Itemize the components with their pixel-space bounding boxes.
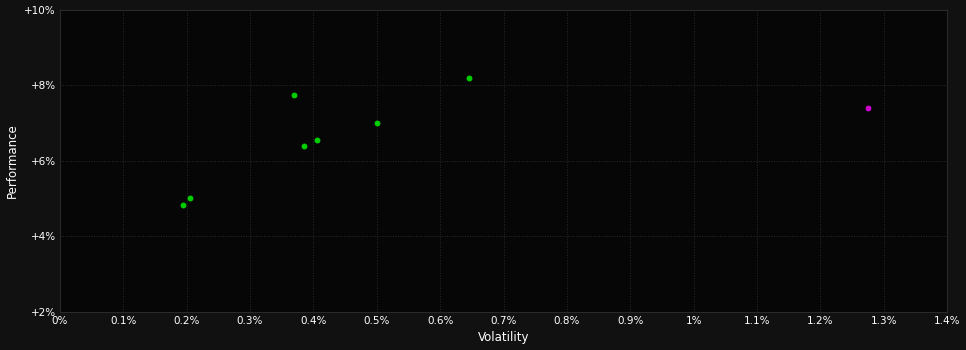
Point <box>297 144 312 149</box>
Point <box>176 202 191 208</box>
Y-axis label: Performance: Performance <box>6 123 18 198</box>
Point <box>287 92 302 97</box>
X-axis label: Volatility: Volatility <box>478 331 529 344</box>
Point <box>183 196 198 201</box>
Point <box>461 75 476 80</box>
Point <box>861 105 876 111</box>
Point <box>309 137 325 143</box>
Point <box>369 120 384 126</box>
